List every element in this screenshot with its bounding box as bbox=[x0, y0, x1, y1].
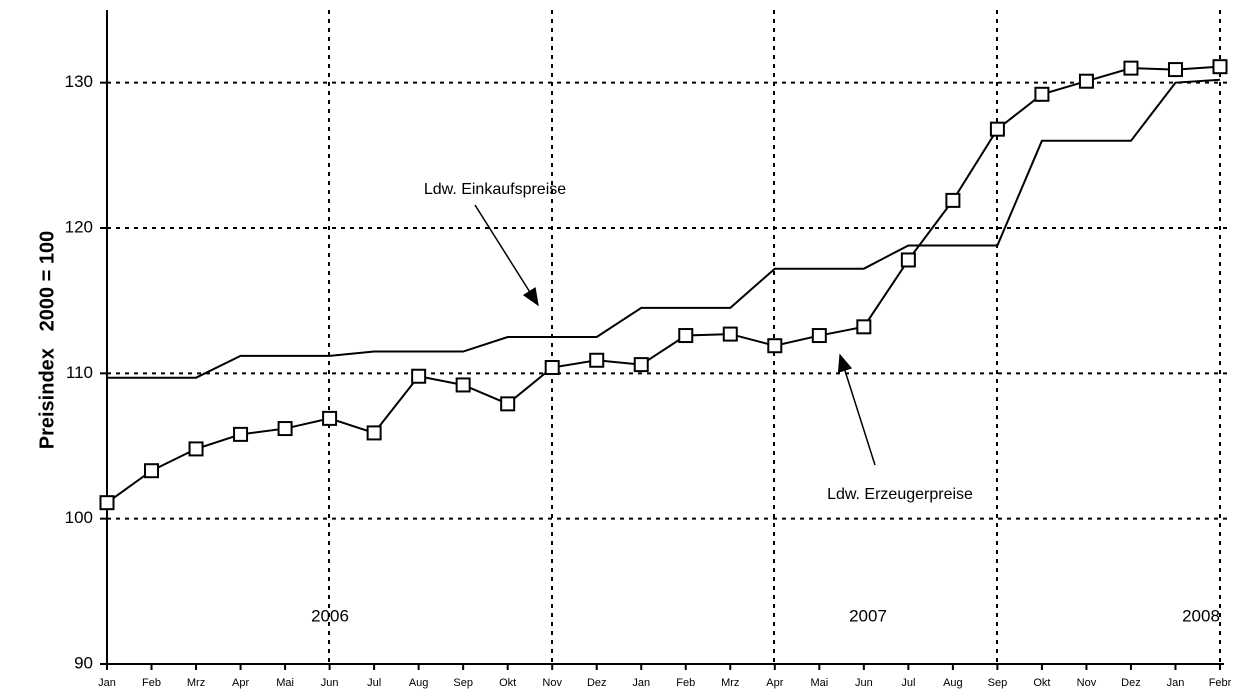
y-tick-label: 120 bbox=[65, 217, 93, 236]
point-marker bbox=[500, 396, 516, 412]
y-tick-label: 130 bbox=[65, 72, 93, 91]
point-marker bbox=[1167, 62, 1183, 78]
y-tick-label: 110 bbox=[66, 363, 93, 382]
x-tick-label: Sep bbox=[988, 677, 1008, 689]
x-tick-label: Mai bbox=[810, 677, 828, 689]
year-label: 2006 bbox=[311, 606, 349, 625]
x-tick-label: Okt bbox=[499, 677, 516, 689]
x-tick-label: Febr bbox=[1209, 677, 1232, 689]
x-tick-label: Nov bbox=[542, 677, 562, 689]
x-tick-label: Jan bbox=[98, 677, 116, 689]
point-marker bbox=[633, 357, 649, 373]
point-marker bbox=[322, 410, 338, 426]
x-tick-label: Mrz bbox=[187, 677, 205, 689]
x-tick-label: Dez bbox=[1121, 677, 1141, 689]
annotation-arrow bbox=[837, 353, 876, 466]
y-axis-label: Preisindex 2000 = 100 bbox=[36, 231, 58, 450]
x-tick-label: Feb bbox=[142, 677, 161, 689]
x-tick-label: Nov bbox=[1077, 677, 1097, 689]
x-tick-label: Mai bbox=[276, 677, 294, 689]
point-marker bbox=[678, 328, 694, 344]
x-tick-label: Jul bbox=[367, 677, 381, 689]
annotation: Ldw. Erzeugerpreise bbox=[827, 486, 973, 503]
series-line bbox=[107, 78, 1221, 379]
annotation: Ldw. Einkaufspreise bbox=[424, 181, 566, 198]
vertical-grid bbox=[328, 10, 1221, 664]
year-label: 2007 bbox=[849, 606, 887, 625]
x-tick-label: Dez bbox=[587, 677, 607, 689]
point-marker bbox=[1034, 86, 1050, 102]
series-line bbox=[106, 65, 1221, 504]
x-tick-label: Mrz bbox=[721, 677, 739, 689]
point-marker bbox=[767, 338, 783, 354]
year-label: 2008 bbox=[1182, 606, 1220, 625]
point-marker bbox=[544, 360, 560, 376]
point-marker bbox=[233, 426, 249, 442]
annotation-arrow bbox=[474, 204, 539, 307]
y-tick-label: 90 bbox=[74, 653, 93, 672]
y-tick-label: 100 bbox=[65, 508, 93, 527]
point-marker bbox=[856, 319, 872, 335]
point-marker bbox=[455, 377, 471, 393]
x-tick-label: Sep bbox=[453, 677, 473, 689]
x-tick-label: Apr bbox=[766, 677, 783, 689]
point-marker bbox=[900, 252, 916, 268]
point-marker bbox=[366, 425, 382, 441]
point-marker bbox=[722, 326, 738, 342]
x-tick-label: Aug bbox=[943, 677, 963, 689]
point-marker bbox=[811, 328, 827, 344]
x-tick-label: Jun bbox=[321, 677, 339, 689]
x-tick-label: Jan bbox=[632, 677, 650, 689]
point-marker bbox=[989, 121, 1005, 137]
point-marker bbox=[411, 368, 427, 384]
point-marker bbox=[144, 463, 160, 479]
point-marker bbox=[945, 192, 961, 208]
point-marker bbox=[1078, 73, 1094, 89]
x-tick-label: Jan bbox=[1167, 677, 1185, 689]
point-marker bbox=[188, 441, 204, 457]
point-marker bbox=[1212, 59, 1228, 75]
x-tick-label: Apr bbox=[232, 677, 249, 689]
point-marker bbox=[589, 352, 605, 368]
x-tick-label: Aug bbox=[409, 677, 429, 689]
x-tick-label: Feb bbox=[676, 677, 695, 689]
point-marker bbox=[1123, 60, 1139, 76]
point-marker bbox=[277, 421, 293, 437]
point-marker bbox=[99, 495, 115, 511]
x-tick-label: Okt bbox=[1033, 677, 1050, 689]
x-tick-label: Jun bbox=[855, 677, 873, 689]
x-tick-label: Jul bbox=[901, 677, 915, 689]
